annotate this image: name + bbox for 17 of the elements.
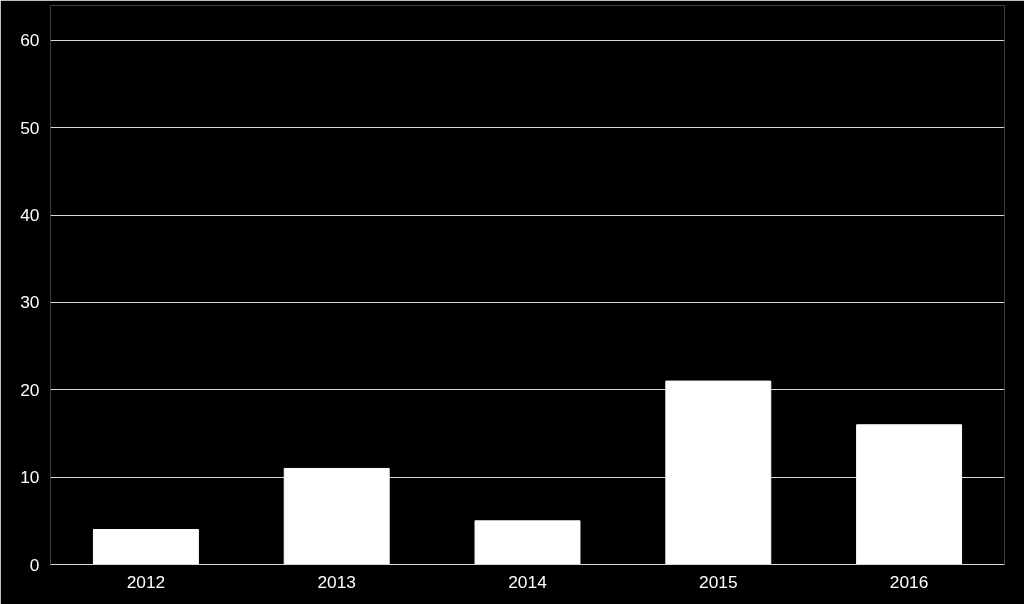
y-tick-label: 50 (20, 117, 40, 138)
y-tick-label: 60 (20, 30, 40, 51)
y-tick-label: 20 (20, 379, 40, 400)
x-tick-label: 2016 (889, 571, 929, 592)
y-tick-label: 30 (20, 292, 40, 313)
x-tick-label: 2013 (317, 571, 356, 592)
y-tick-label: 40 (20, 205, 40, 226)
bar (474, 520, 581, 565)
x-tick-label: 2015 (699, 571, 738, 592)
y-tick-label: 10 (20, 467, 40, 488)
bar (283, 467, 390, 565)
x-tick-label: 2014 (508, 571, 548, 592)
x-tick-label: 2012 (126, 571, 166, 592)
y-tick-label: 0 (29, 554, 40, 575)
bar (856, 424, 963, 565)
bar (665, 380, 772, 565)
bar (92, 529, 199, 565)
